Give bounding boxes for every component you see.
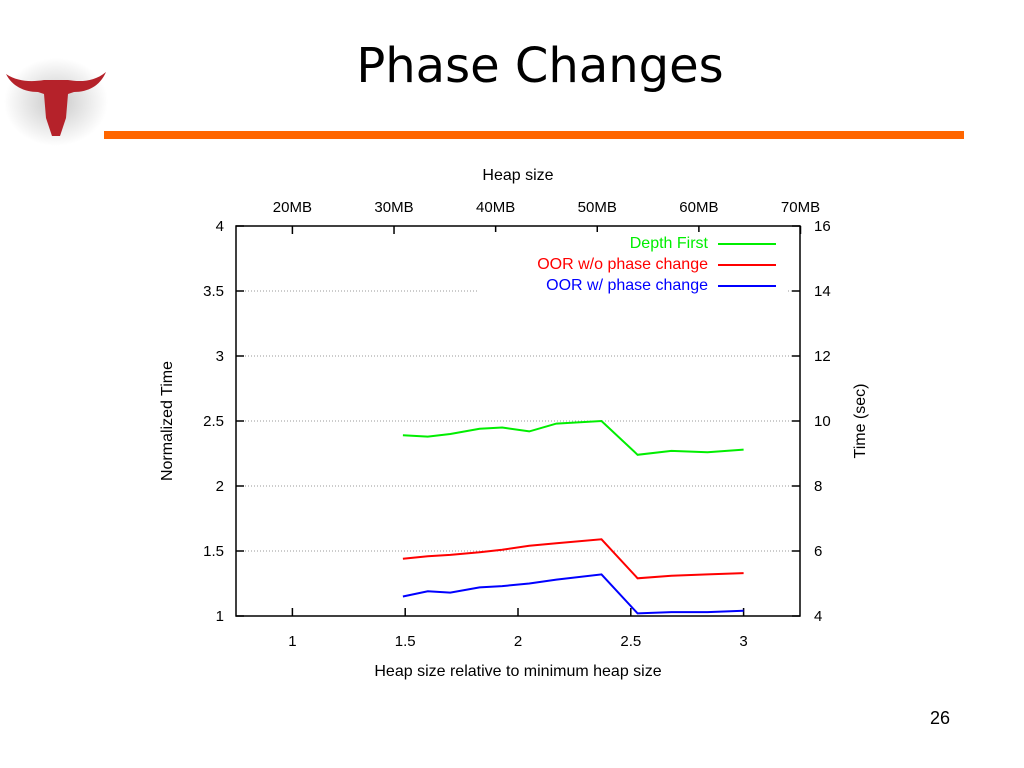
y2-tick-label: 14 [814, 283, 831, 300]
x2-tick-label: 40MB [476, 199, 515, 216]
grid [236, 290, 800, 552]
y2-tick-label: 10 [814, 413, 831, 430]
y2-tick-label: 12 [814, 348, 831, 365]
series-line-oor-w-phase-change [402, 573, 744, 615]
x2-tick-label: 60MB [679, 199, 718, 216]
title-rule [104, 131, 964, 139]
slide-title: Phase Changes [356, 38, 724, 94]
y-tick-label: 2 [216, 478, 224, 495]
y-tick-label: 3.5 [203, 283, 224, 300]
y2-axis-title: Time (sec) [852, 384, 869, 459]
y2-tick-label: 6 [814, 543, 822, 560]
y-tick-label: 4 [216, 218, 224, 235]
y-tick-label: 2.5 [203, 413, 224, 430]
series-line-depth-first [402, 419, 744, 456]
legend-backing [478, 274, 788, 292]
y2-tick-label: 8 [814, 478, 822, 495]
x2-tick-label: 50MB [578, 199, 617, 216]
x2-axis-title: Heap size [482, 167, 553, 184]
legend-backing [478, 253, 788, 271]
x-axis-title: Heap size relative to minimum heap size [374, 663, 661, 680]
slide-number: 26 [930, 708, 951, 728]
x-tick-label: 2.5 [620, 633, 641, 650]
x2-tick-label: 20MB [273, 199, 312, 216]
series-line-oor-w-o-phase-change [402, 538, 744, 580]
y2-tick-label: 4 [814, 608, 822, 625]
legend-label: OOR w/ phase change [546, 277, 708, 294]
axis-ticks: 1 1.5 2 2.5 3 3.5 4 4 6 8 10 12 14 16 1 1.5 2 2.5 3 20MB 30M… [203, 199, 831, 650]
y-axis-title: Normalized Time [159, 361, 176, 481]
y-tick-label: 1 [216, 608, 224, 625]
series-lines [402, 419, 744, 615]
x2-tick-label: 70MB [781, 199, 820, 216]
x-tick-label: 3 [739, 633, 747, 650]
x2-tick-label: 30MB [374, 199, 413, 216]
legend-label: Depth First [630, 235, 709, 252]
y-tick-label: 1.5 [203, 543, 224, 560]
y-tick-label: 3 [216, 348, 224, 365]
y2-tick-label: 16 [814, 218, 831, 235]
legend-label: OOR w/o phase change [537, 256, 708, 273]
x-tick-label: 1.5 [395, 633, 416, 650]
x-tick-label: 1 [288, 633, 296, 650]
x-tick-label: 2 [514, 633, 522, 650]
legend: Depth First OOR w/o phase change OOR w/ ph… [478, 232, 788, 294]
longhorn-logo-icon [4, 58, 108, 146]
legend-backing [478, 232, 788, 250]
